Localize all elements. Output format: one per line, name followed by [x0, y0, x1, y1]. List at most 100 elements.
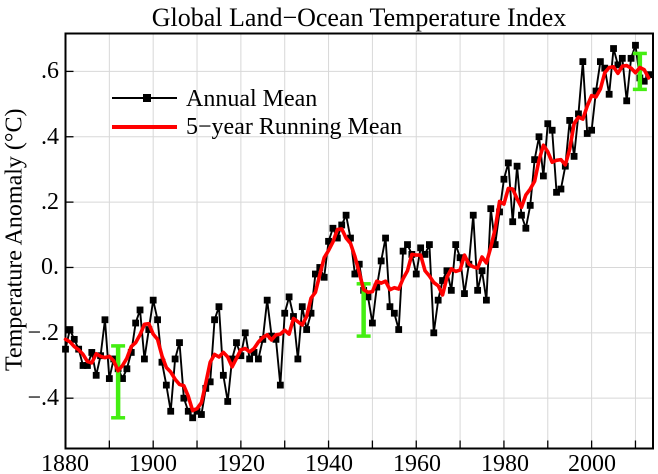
- annual-mean-marker-1931: [285, 293, 293, 301]
- annual-mean-marker-1917: [224, 398, 232, 405]
- annual-mean-marker-1928: [272, 335, 280, 343]
- annual-mean-marker-1968: [447, 286, 455, 294]
- y-tick-0.4: .4: [41, 124, 59, 150]
- x-tick-1900: 1900: [129, 451, 177, 474]
- chart-title: Global Land−Ocean Temperature Index: [151, 3, 567, 32]
- annual-mean-marker-1967: [443, 267, 451, 275]
- annual-mean-marker-1950: [369, 319, 376, 327]
- annual-mean-marker-1998: [579, 58, 587, 66]
- y-tick-0.6: .6: [41, 58, 59, 84]
- annual-mean-marker-1953: [382, 234, 389, 242]
- annual-mean-marker-1940: [325, 237, 332, 245]
- annual-mean-marker-1896: [132, 319, 140, 327]
- annual-mean-marker-1943: [338, 221, 346, 229]
- annual-mean-marker-1897: [136, 306, 144, 314]
- x-tick-1980: 1980: [481, 451, 529, 474]
- annual-mean-marker-1904: [167, 407, 175, 415]
- annual-mean-marker-1982: [509, 218, 517, 226]
- annual-mean-marker-1889: [101, 316, 109, 324]
- annual-mean-marker-1927: [268, 332, 275, 340]
- annual-mean-marker-2007: [618, 54, 626, 62]
- annual-mean-marker-1960: [412, 270, 420, 278]
- annual-mean-marker-1984: [518, 211, 525, 219]
- annual-mean-marker-1939: [320, 273, 328, 281]
- annual-mean-marker-1880: [62, 345, 69, 353]
- annual-mean-marker-1930: [281, 309, 289, 317]
- annual-mean-marker-1942: [333, 234, 341, 242]
- annual-mean-marker-1981: [504, 159, 512, 167]
- annual-mean-marker-2002: [596, 58, 604, 66]
- annual-mean-marker-1975: [478, 267, 486, 275]
- annual-mean-marker-1921: [241, 329, 249, 337]
- annual-mean-marker-1914: [211, 316, 218, 324]
- annual-mean-marker-1956: [395, 326, 403, 333]
- annual-mean-marker-1906: [176, 339, 183, 347]
- annual-mean-marker-1980: [500, 175, 508, 183]
- annual-mean-marker-1976: [482, 296, 490, 304]
- annual-mean-marker-1907: [180, 394, 188, 402]
- annual-mean-marker-1909: [189, 414, 197, 422]
- annual-mean-marker-1913: [206, 378, 214, 386]
- running-mean-line: [63, 63, 651, 413]
- annual-mean-marker-1923: [250, 349, 258, 356]
- annual-mean-marker-1893: [119, 375, 126, 382]
- annual-mean-marker-1915: [215, 303, 223, 311]
- annual-mean-marker-1898: [141, 355, 148, 363]
- annual-mean-marker-2008: [623, 97, 631, 105]
- annual-mean-marker-1954: [386, 303, 394, 311]
- annual-mean-marker-1937: [312, 270, 319, 278]
- y-tick-0.0: 0.: [41, 254, 59, 280]
- annual-mean-marker-1884: [79, 362, 87, 369]
- y-tick-0.2: .2: [41, 189, 59, 215]
- x-tick-1960: 1960: [393, 451, 441, 474]
- annual-mean-marker-1929: [276, 381, 284, 389]
- annual-mean-marker-2006: [614, 61, 622, 69]
- annual-mean-marker-1901: [154, 316, 161, 324]
- annual-mean-marker-1962: [421, 250, 429, 258]
- annual-mean-marker-1922: [246, 355, 254, 363]
- annual-mean-marker-1973: [469, 211, 477, 219]
- annual-mean-marker-1957: [399, 247, 407, 255]
- annual-mean-marker-1989: [539, 172, 547, 180]
- x-tick-1940: 1940: [305, 451, 353, 474]
- annual-mean-marker-1918: [228, 355, 236, 363]
- annual-mean-marker-1990: [544, 120, 552, 128]
- annual-mean-marker-1965: [434, 296, 442, 304]
- annual-mean-marker-1985: [522, 224, 530, 232]
- annual-mean-marker-1941: [329, 224, 337, 232]
- x-tick-2000: 2000: [568, 451, 616, 474]
- annual-mean-marker-1991: [548, 126, 556, 134]
- annual-mean-marker-1961: [417, 244, 425, 252]
- annual-mean-marker-1882: [70, 335, 78, 343]
- annual-mean-marker-1944: [342, 211, 350, 219]
- annual-mean-marker-1997: [575, 110, 582, 118]
- annual-mean-marker-2012: [640, 77, 648, 85]
- annual-mean-marker-1996: [570, 152, 578, 160]
- annual-mean-marker-1999: [583, 130, 591, 137]
- annual-mean-marker-1926: [263, 296, 271, 304]
- annual-mean-marker-1886: [88, 349, 96, 356]
- annual-mean-marker-1970: [456, 254, 464, 262]
- annual-mean-marker-1910: [193, 407, 201, 415]
- plot-frame: [64, 32, 654, 450]
- annual-mean-marker-1905: [171, 355, 179, 363]
- annual-mean-marker-1978: [491, 241, 499, 248]
- annual-mean-marker-1969: [452, 241, 460, 248]
- annual-mean-marker-1894: [123, 365, 131, 373]
- annual-mean-marker-2003: [601, 64, 609, 72]
- annual-mean-marker-1992: [553, 188, 560, 196]
- annual-mean-marker-1983: [513, 162, 521, 170]
- annual-mean-marker-1977: [487, 205, 495, 213]
- annual-mean-marker-1971: [461, 290, 468, 298]
- annual-mean-marker-2004: [605, 90, 613, 98]
- annual-mean-marker-1987: [531, 156, 539, 164]
- annual-mean-marker-2001: [592, 87, 600, 95]
- annual-mean-marker-1911: [198, 411, 205, 418]
- annual-mean-marker-1988: [535, 133, 543, 141]
- annual-mean-marker-2005: [610, 45, 617, 52]
- annual-mean-marker-1895: [127, 349, 135, 356]
- annual-mean-marker-1902: [158, 358, 166, 366]
- annual-mean-marker-1935: [303, 326, 311, 333]
- annual-mean-marker-1887: [92, 371, 100, 379]
